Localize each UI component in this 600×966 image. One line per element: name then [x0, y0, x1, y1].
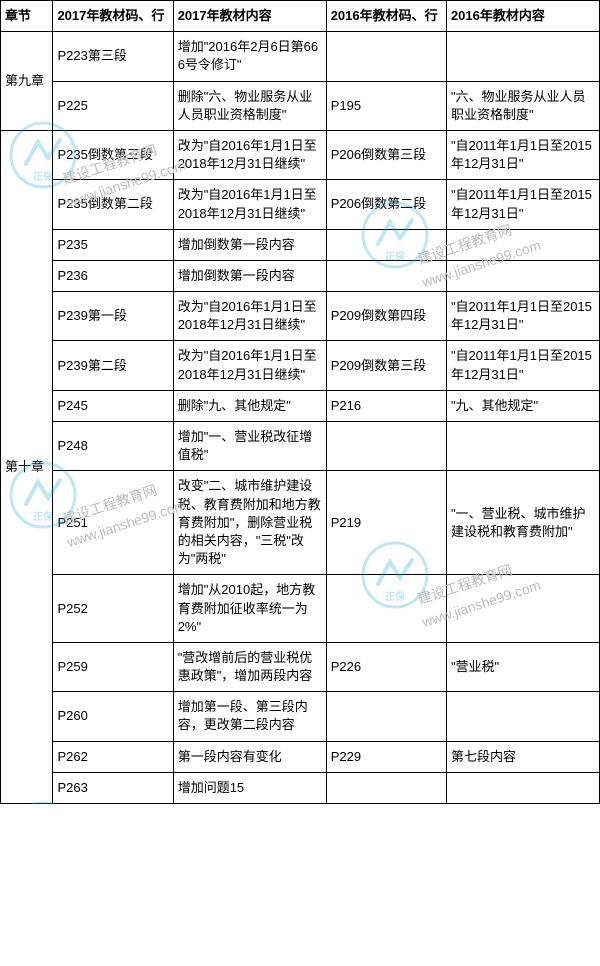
cell-d — [446, 260, 599, 291]
cell-c — [326, 575, 446, 643]
cell-d: "营业税" — [446, 642, 599, 691]
cell-c — [326, 260, 446, 291]
cell-b: 改为"自2016年1月1日至2018年12月31日继续" — [173, 292, 326, 341]
cell-d: "一、营业税、城市维护建设税和教育费附加" — [446, 471, 599, 575]
cell-a: P248 — [53, 422, 173, 471]
cell-d: 第七段内容 — [446, 741, 599, 772]
cell-c — [326, 422, 446, 471]
cell-a: P251 — [53, 471, 173, 575]
cell-c — [326, 229, 446, 260]
cell-c — [326, 32, 446, 81]
cell-b: 增加"从2010起，地方教育费附加征收率统一为2%" — [173, 575, 326, 643]
cell-a: P223第三段 — [53, 32, 173, 81]
cell-d: "自2011年1月1日至2015年12月31日" — [446, 180, 599, 229]
cell-a: P252 — [53, 575, 173, 643]
cell-c: P195 — [326, 81, 446, 130]
cell-a: P236 — [53, 260, 173, 291]
cell-d — [446, 229, 599, 260]
cell-b: 改为"自2016年1月1日至2018年12月31日继续" — [173, 341, 326, 390]
cell-b: 改为"自2016年1月1日至2018年12月31日继续" — [173, 130, 326, 179]
cell-a: P235倒数第三段 — [53, 130, 173, 179]
cell-b: 改变"二、城市维护建设税、教育费附加和地方教育费附加"，删除营业税的相关内容，"… — [173, 471, 326, 575]
table-row: P252增加"从2010起，地方教育费附加征收率统一为2%" — [1, 575, 600, 643]
table-row: 第十章P235倒数第三段改为"自2016年1月1日至2018年12月31日继续"… — [1, 130, 600, 179]
cell-d: "六、物业服务从业人员职业资格制度" — [446, 81, 599, 130]
table-row: P259"营改增前后的营业税优惠政策"，增加两段内容P226"营业税" — [1, 642, 600, 691]
cell-b: 增加问题15 — [173, 772, 326, 803]
table-row: P263增加问题15 — [1, 772, 600, 803]
header-2017-content: 2017年教材内容 — [173, 1, 326, 32]
cell-c: P216 — [326, 390, 446, 421]
cell-d — [446, 32, 599, 81]
cell-d: "自2011年1月1日至2015年12月31日" — [446, 341, 599, 390]
cell-a: P259 — [53, 642, 173, 691]
cell-c: P209倒数第四段 — [326, 292, 446, 341]
cell-a: P239第一段 — [53, 292, 173, 341]
header-chapter: 章节 — [1, 1, 53, 32]
cell-d: "自2011年1月1日至2015年12月31日" — [446, 130, 599, 179]
cell-a: P235 — [53, 229, 173, 260]
table-row: P260增加第一段、第三段内容，更改第二段内容 — [1, 692, 600, 741]
cell-c — [326, 772, 446, 803]
table-header-row: 章节 2017年教材码、行 2017年教材内容 2016年教材码、行 2016年… — [1, 1, 600, 32]
comparison-table: 章节 2017年教材码、行 2017年教材内容 2016年教材码、行 2016年… — [0, 0, 600, 804]
cell-a: P235倒数第二段 — [53, 180, 173, 229]
cell-d — [446, 692, 599, 741]
table-row: 第九章P223第三段增加"2016年2月6日第666号令修订" — [1, 32, 600, 81]
cell-c: P226 — [326, 642, 446, 691]
cell-b: 改为"自2016年1月1日至2018年12月31日继续" — [173, 180, 326, 229]
table-row: P245删除"九、其他规定"P216"九、其他规定" — [1, 390, 600, 421]
cell-b: 增加"一、营业税改征增值税" — [173, 422, 326, 471]
page-wrap: 正保 建设工程教育网 www.jianshe99.com 正保 建设工程教育网 … — [0, 0, 600, 804]
cell-d: "自2011年1月1日至2015年12月31日" — [446, 292, 599, 341]
cell-c: P209倒数第三段 — [326, 341, 446, 390]
table-row: P235增加倒数第一段内容 — [1, 229, 600, 260]
table-row: P235倒数第二段改为"自2016年1月1日至2018年12月31日继续"P20… — [1, 180, 600, 229]
cell-a: P245 — [53, 390, 173, 421]
cell-b: 增加"2016年2月6日第666号令修订" — [173, 32, 326, 81]
cell-c: P229 — [326, 741, 446, 772]
table-row: P239第一段改为"自2016年1月1日至2018年12月31日继续"P209倒… — [1, 292, 600, 341]
table-row: P239第二段改为"自2016年1月1日至2018年12月31日继续"P209倒… — [1, 341, 600, 390]
chapter-cell: 第九章 — [1, 32, 53, 131]
cell-a: P239第二段 — [53, 341, 173, 390]
cell-b: 删除"九、其他规定" — [173, 390, 326, 421]
table-body: 第九章P223第三段增加"2016年2月6日第666号令修订"P225删除"六、… — [1, 32, 600, 804]
table-row: P236增加倒数第一段内容 — [1, 260, 600, 291]
cell-d — [446, 422, 599, 471]
cell-b: "营改增前后的营业税优惠政策"，增加两段内容 — [173, 642, 326, 691]
cell-c: P219 — [326, 471, 446, 575]
table-row: P225删除"六、物业服务从业人员职业资格制度"P195"六、物业服务从业人员职… — [1, 81, 600, 130]
table-row: P251改变"二、城市维护建设税、教育费附加和地方教育费附加"，删除营业税的相关… — [1, 471, 600, 575]
cell-a: P225 — [53, 81, 173, 130]
cell-d — [446, 772, 599, 803]
cell-c: P206倒数第三段 — [326, 130, 446, 179]
cell-a: P263 — [53, 772, 173, 803]
cell-a: P262 — [53, 741, 173, 772]
header-2016-content: 2016年教材内容 — [446, 1, 599, 32]
cell-c: P206倒数第二段 — [326, 180, 446, 229]
cell-b: 增加倒数第一段内容 — [173, 229, 326, 260]
cell-b: 删除"六、物业服务从业人员职业资格制度" — [173, 81, 326, 130]
header-2016-code: 2016年教材码、行 — [326, 1, 446, 32]
cell-b: 第一段内容有变化 — [173, 741, 326, 772]
cell-a: P260 — [53, 692, 173, 741]
table-row: P248增加"一、营业税改征增值税" — [1, 422, 600, 471]
cell-b: 增加第一段、第三段内容，更改第二段内容 — [173, 692, 326, 741]
cell-c — [326, 692, 446, 741]
cell-d: "九、其他规定" — [446, 390, 599, 421]
cell-b: 增加倒数第一段内容 — [173, 260, 326, 291]
table-row: P262第一段内容有变化P229第七段内容 — [1, 741, 600, 772]
header-2017-code: 2017年教材码、行 — [53, 1, 173, 32]
cell-d — [446, 575, 599, 643]
chapter-cell: 第十章 — [1, 130, 53, 803]
